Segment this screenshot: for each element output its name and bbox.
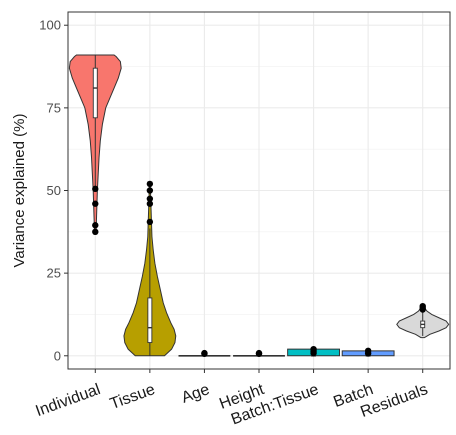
outlier-point (146, 218, 154, 226)
outlier-point (146, 187, 154, 194)
outlier-point (92, 222, 99, 229)
violin-residuals (396, 302, 450, 339)
outlier-point (201, 349, 208, 357)
y-tick-label: 100 (39, 18, 61, 33)
y-tick-label: 0 (54, 348, 61, 363)
grid-lines (68, 12, 450, 369)
outlier-point (255, 349, 263, 357)
violins (68, 54, 450, 357)
violin-height (233, 349, 285, 357)
outlier-point (92, 200, 99, 207)
boxplot-box (147, 297, 153, 344)
y-tick-label: 50 (47, 183, 61, 198)
y-tick-label: 75 (47, 100, 61, 115)
outlier-point (364, 347, 372, 355)
boxplot-box (92, 67, 98, 119)
outlier-point (310, 345, 317, 353)
outlier-point (146, 180, 154, 188)
outlier-point (146, 200, 154, 207)
violin-age (178, 349, 231, 357)
violin-tissue (123, 180, 177, 357)
violin-batch (341, 347, 395, 357)
y-axis: 0 25 50 75 100 (39, 18, 68, 363)
outlier-point (92, 228, 99, 236)
y-tick-label: 25 (47, 266, 61, 281)
y-axis-title: Variance explained (%) (11, 114, 28, 268)
outlier-point (92, 185, 99, 193)
outlier-point (419, 302, 426, 310)
violin-individual (68, 54, 122, 236)
violin-batch-tissue (287, 345, 340, 357)
outlier-point (146, 195, 154, 202)
